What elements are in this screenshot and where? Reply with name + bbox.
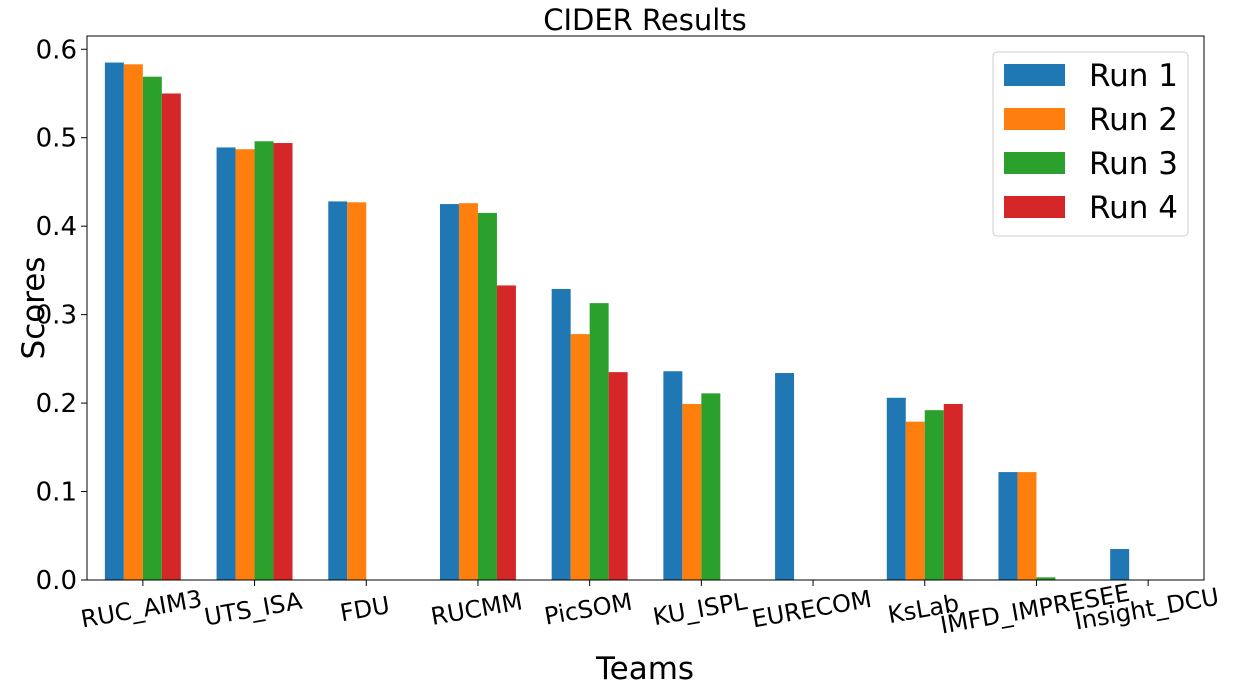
bar-fdu-run-1 — [328, 201, 348, 580]
legend-label-run-2: Run 2 — [1089, 102, 1178, 138]
bar-ku-ispl-run-2 — [682, 403, 702, 580]
bar-ruc-aim3-run-2 — [123, 64, 143, 581]
x-tick-label: PicSOM — [542, 588, 634, 631]
bar-ruc-aim3-run-4 — [161, 93, 181, 580]
y-tick-label: 0.5 — [36, 124, 77, 154]
bar-imfd-impresee-run-3 — [1036, 577, 1056, 580]
bar-picsom-run-4 — [608, 372, 628, 580]
legend-swatch-run-2 — [1004, 108, 1065, 130]
bar-rucmm-run-4 — [496, 285, 516, 580]
x-tick-label: UTS_ISA — [202, 587, 305, 632]
legend-swatch-run-1 — [1004, 64, 1065, 86]
x-tick-label: EURECOM — [750, 585, 874, 634]
bar-imfd-impresee-run-2 — [1017, 472, 1037, 580]
bar-kslab-run-2 — [905, 421, 925, 580]
legend-swatch-run-4 — [1004, 196, 1065, 218]
bar-ku-ispl-run-1 — [663, 371, 683, 580]
bar-uts-isa-run-2 — [235, 149, 255, 580]
bar-picsom-run-3 — [589, 303, 609, 580]
bar-insight-dcu-run-1 — [1110, 549, 1130, 580]
bars-group — [104, 62, 1130, 581]
y-tick-label: 0.0 — [36, 566, 77, 596]
bar-picsom-run-2 — [570, 334, 590, 580]
bar-rucmm-run-1 — [439, 204, 459, 580]
chart-title: CIDER Results — [543, 3, 747, 37]
y-axis-label: Scores — [16, 257, 52, 360]
bar-rucmm-run-2 — [458, 203, 478, 580]
y-tick-label: 0.1 — [36, 478, 77, 508]
bar-imfd-impresee-run-1 — [998, 472, 1018, 580]
x-tick-label: RUCMM — [429, 587, 525, 631]
y-tick-label: 0.2 — [36, 389, 77, 419]
y-tick-label: 0.4 — [36, 212, 77, 242]
y-axis: 0.0 0.1 0.2 0.3 0.4 0.5 0.6 — [36, 35, 87, 596]
bar-ruc-aim3-run-3 — [142, 76, 162, 581]
y-tick-label: 0.3 — [36, 301, 77, 331]
bar-uts-isa-run-1 — [216, 147, 236, 580]
legend-box — [992, 51, 1189, 237]
bar-rucmm-run-3 — [477, 212, 497, 580]
bar-eurecom-run-1 — [775, 373, 795, 580]
plot-frame — [86, 35, 1205, 581]
bar-kslab-run-3 — [924, 410, 944, 580]
x-tick-label: FDU — [338, 591, 392, 627]
legend-label-run-1: Run 1 — [1089, 58, 1178, 94]
bar-kslab-run-4 — [943, 403, 963, 580]
bar-kslab-run-1 — [886, 397, 906, 580]
bar-ruc-aim3-run-1 — [104, 62, 124, 581]
y-tick-label: 0.6 — [36, 35, 77, 65]
legend-label-run-3: Run 3 — [1089, 146, 1178, 182]
x-axis-label: Teams — [595, 651, 694, 687]
x-tick-label: KU_ISPL — [651, 587, 750, 631]
bar-fdu-run-2 — [347, 202, 367, 580]
bar-uts-isa-run-3 — [254, 141, 274, 581]
bar-uts-isa-run-4 — [273, 143, 293, 581]
x-tick-label: RUC_AIM3 — [79, 585, 204, 634]
bar-ku-ispl-run-3 — [701, 393, 721, 580]
legend-swatch-run-3 — [1004, 152, 1065, 174]
legend: Run 1 Run 2 Run 3 Run 4 — [992, 51, 1189, 237]
legend-label-run-4: Run 4 — [1089, 190, 1178, 226]
bar-picsom-run-1 — [551, 288, 571, 580]
